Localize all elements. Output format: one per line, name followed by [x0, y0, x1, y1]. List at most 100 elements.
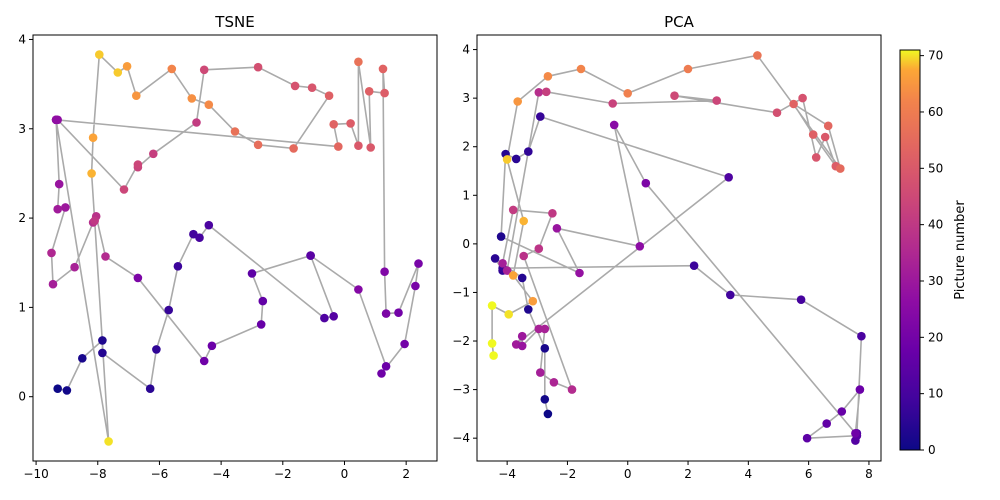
data-point [689, 261, 699, 271]
data-point [670, 91, 679, 100]
x-tick-label: 6 [805, 467, 813, 481]
data-point [253, 140, 263, 150]
data-point [145, 384, 155, 394]
data-point [567, 385, 577, 394]
colorbar-tick-label: 60 [928, 105, 943, 119]
data-point [104, 437, 113, 446]
data-point [552, 224, 562, 233]
data-point [498, 259, 507, 268]
data-point [802, 433, 812, 443]
colorbar-tick-label: 70 [928, 49, 943, 63]
x-tick-label: −10 [23, 467, 48, 481]
data-point [712, 96, 721, 105]
data-point [536, 368, 545, 377]
data-point [133, 160, 143, 169]
data-point [753, 51, 762, 60]
data-point [623, 89, 632, 98]
y-tick-label: 2 [18, 211, 26, 225]
data-point [543, 409, 553, 419]
data-point [207, 341, 217, 351]
data-point [354, 57, 363, 67]
colorbar-tick-label: 50 [928, 161, 943, 175]
data-point [119, 185, 129, 194]
y-tick-label: −1 [452, 285, 470, 299]
data-point [164, 305, 173, 315]
data-point [811, 153, 821, 162]
data-point [354, 141, 363, 150]
data-point [519, 251, 528, 261]
data-point [204, 100, 214, 109]
data-point [496, 232, 506, 241]
x-tick-label: 0 [341, 467, 349, 481]
data-point [508, 205, 518, 215]
colorbar: 0 10 20 30 40 50 60 70 Picture number [899, 49, 968, 457]
trajectory-line [491, 54, 863, 441]
y-tick-label: −2 [452, 334, 470, 348]
colorbar-tick-label: 30 [928, 274, 943, 288]
data-point [857, 331, 866, 341]
data-point [836, 164, 845, 173]
y-tick-label: 3 [18, 122, 26, 136]
data-point [54, 179, 64, 189]
data-point [609, 120, 619, 130]
data-point [524, 305, 533, 314]
data-point [400, 339, 409, 349]
pca-panel: PCA −4 −2 0 2 4 6 8 −4 −3 −2 −1 0 1 2 3 4 [452, 13, 882, 481]
data-point [502, 155, 512, 164]
data-point [820, 132, 830, 142]
data-point [199, 65, 209, 75]
data-point [87, 169, 96, 178]
data-point [576, 64, 586, 74]
data-point [796, 295, 806, 305]
data-point [487, 301, 497, 310]
y-tick-label: −4 [452, 431, 470, 445]
trajectory-line [50, 52, 420, 442]
data-point [98, 348, 107, 358]
data-point [789, 99, 798, 109]
colorbar-gradient [899, 49, 921, 451]
y-tick-label: 2 [462, 140, 470, 154]
tsne-axes-frame [32, 34, 438, 462]
data-point [98, 336, 107, 345]
tsne-panel: TSNE −10 −8 −6 −4 −2 0 2 0 1 2 3 4 [18, 13, 438, 481]
data-point [334, 142, 343, 151]
data-point [320, 313, 329, 323]
data-point [173, 262, 183, 271]
data-point [549, 378, 559, 387]
data-point [101, 252, 110, 261]
colorbar-label: Picture number [953, 200, 968, 300]
y-tick-label: −3 [452, 383, 470, 397]
data-point [354, 285, 363, 294]
data-point [487, 339, 497, 348]
data-point [132, 91, 141, 100]
data-point [517, 331, 527, 341]
data-point [517, 341, 527, 351]
data-point [822, 419, 831, 428]
data-point [70, 262, 79, 272]
data-point [380, 267, 389, 277]
data-point [683, 64, 693, 74]
data-point [823, 121, 833, 131]
data-point [837, 407, 847, 416]
y-tick-label: 1 [462, 188, 470, 202]
data-point [95, 50, 104, 59]
data-point [247, 269, 257, 278]
y-tick-label: 0 [462, 237, 470, 251]
colorbar-tick-label: 0 [928, 443, 936, 457]
data-point [258, 296, 268, 306]
y-tick-label: 1 [18, 300, 26, 314]
data-point [53, 204, 62, 214]
data-point [377, 369, 386, 378]
data-point [346, 119, 355, 128]
data-point [411, 281, 420, 291]
data-point [490, 254, 500, 263]
data-point [90, 216, 99, 226]
x-tick-label: 0 [624, 467, 632, 481]
data-point [542, 87, 551, 97]
data-point [511, 154, 521, 164]
y-tick-label: 4 [18, 32, 26, 46]
y-tick-label: 4 [462, 43, 470, 57]
x-tick-label: −2 [559, 467, 577, 481]
data-point [47, 248, 56, 258]
